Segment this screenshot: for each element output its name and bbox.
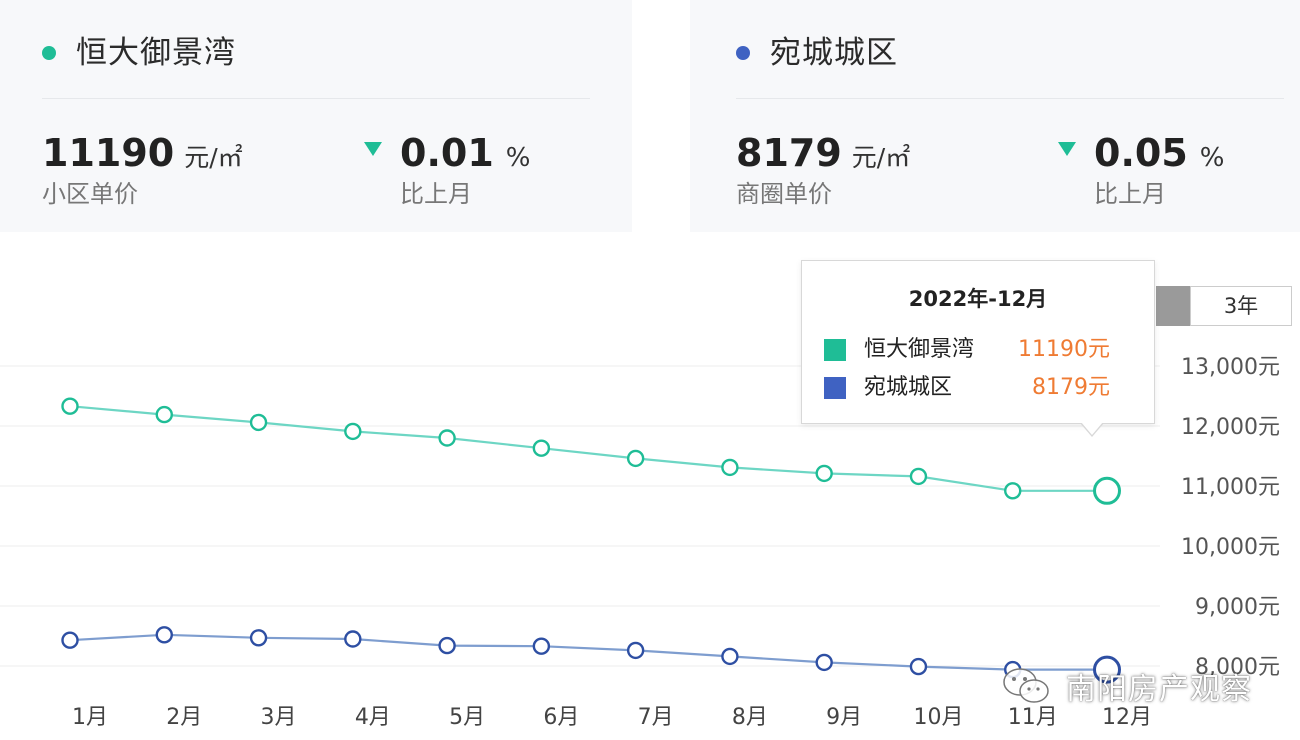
period-3y-button[interactable]: 3年 (1190, 286, 1292, 326)
data-point[interactable] (626, 641, 645, 660)
price-value: 11190 (42, 131, 175, 175)
y-tick-label: 8,000元 (1195, 655, 1280, 680)
y-tick-label: 13,000元 (1181, 355, 1280, 380)
data-point[interactable] (721, 647, 739, 666)
change-label: 比上月 (400, 180, 472, 208)
y-tick-label: 10,000元 (1181, 535, 1280, 560)
series-dot-icon (42, 46, 56, 60)
series-line (69, 633, 1107, 671)
card-title: 宛城城区 (770, 35, 898, 71)
price-label: 商圈单价 (736, 180, 832, 208)
x-tick-label: 1月 (72, 705, 108, 730)
tooltip-row: 宛城城区 8179元 (824, 373, 1110, 405)
data-point[interactable] (61, 631, 79, 649)
price-value: 8179 (736, 131, 842, 175)
x-tick-label: 2月 (166, 705, 202, 730)
series-line (69, 405, 1107, 492)
tooltip-row: 恒大御景湾 11190元 (824, 335, 1110, 367)
price-unit: 元/㎡ (851, 143, 911, 172)
y-tick-label: 12,000元 (1181, 415, 1280, 440)
x-tick-label: 7月 (638, 705, 674, 730)
price-unit: 元/㎡ (184, 143, 243, 172)
series-1 (61, 397, 1121, 505)
change-unit: % (1199, 143, 1225, 173)
data-point[interactable] (909, 467, 928, 486)
data-point[interactable] (1093, 655, 1121, 684)
watermark-text: 南阳房产观察 (1066, 672, 1252, 707)
price-label: 小区单价 (42, 180, 138, 208)
watermark: 南阳房产观察 (1002, 664, 1252, 708)
data-point[interactable] (1093, 476, 1121, 505)
price-metric: 11190 元/㎡ 小区单价 (42, 128, 243, 210)
y-tick-label: 9,000元 (1195, 595, 1280, 620)
series-swatch-icon (824, 339, 846, 361)
data-point[interactable] (61, 397, 79, 415)
card-header: 宛城城区 (736, 30, 1284, 99)
series-swatch-icon (824, 377, 846, 399)
data-point[interactable] (344, 422, 362, 441)
x-tick-label: 3月 (261, 705, 297, 730)
grid-lines (0, 365, 1160, 667)
price-trend-chart: 8,000元 9,000元 10,000元 11,000元 12,000元 13,000元… (0, 355, 1280, 730)
data-point[interactable] (1004, 482, 1022, 500)
tooltip-arrow-inner (1081, 422, 1103, 435)
x-tick-label: 6月 (543, 705, 579, 730)
change-label: 比上月 (1094, 180, 1166, 208)
x-tick-label: 12月 (1102, 705, 1152, 730)
x-axis-labels: 1月 2月 3月 4月 5月 6月 7月 8月 9月 10月 11月 12月 (72, 705, 1152, 730)
price-metric: 8179 元/㎡ 商圈单价 (736, 128, 910, 210)
data-point[interactable] (721, 458, 739, 477)
data-point[interactable] (155, 405, 173, 424)
change-unit: % (505, 143, 531, 173)
tooltip-series-name: 宛城城区 (864, 375, 953, 400)
series-dot-icon (736, 46, 750, 60)
data-point[interactable] (909, 657, 928, 676)
district-summary-card: 宛城城区 8179 元/㎡ 商圈单价 0.05% 比上月 (690, 0, 1300, 232)
data-point[interactable] (532, 439, 551, 457)
data-point[interactable] (438, 429, 456, 447)
down-triangle-icon (1058, 142, 1076, 156)
card-title: 恒大御景湾 (76, 35, 236, 71)
wechat-icon (1002, 666, 1052, 706)
x-tick-label: 10月 (913, 705, 963, 730)
data-point[interactable] (438, 636, 456, 655)
tooltip-series-value: 8179元 (1032, 375, 1110, 400)
tooltip-series-value: 11190元 (1018, 337, 1110, 362)
card-header: 恒大御景湾 (42, 30, 590, 99)
data-point[interactable] (815, 464, 833, 483)
x-tick-label: 9月 (826, 705, 862, 730)
data-point[interactable] (249, 413, 268, 432)
change-metric: 0.05% 比上月 (1058, 128, 1225, 210)
series-2 (61, 626, 1121, 684)
series-lines (61, 397, 1121, 684)
x-tick-label: 5月 (449, 705, 485, 730)
y-axis-labels: 8,000元 9,000元 10,000元 11,000元 12,000元 13,000元 (1181, 355, 1280, 680)
data-point[interactable] (344, 630, 362, 648)
community-summary-card: 恒大御景湾 11190 元/㎡ 小区单价 0.01% 比上月 (0, 0, 632, 232)
data-point[interactable] (532, 637, 551, 655)
y-tick-label: 11,000元 (1181, 475, 1280, 500)
data-point[interactable] (155, 626, 173, 644)
period-option-hidden[interactable] (1156, 286, 1190, 326)
tooltip-series-name: 恒大御景湾 (864, 337, 975, 362)
data-point[interactable] (815, 653, 833, 672)
x-tick-label: 11月 (1008, 705, 1058, 730)
change-value: 0.01 (400, 131, 494, 175)
down-triangle-icon (364, 142, 382, 156)
chart-tooltip: 2022年-12月 恒大御景湾 11190元 宛城城区 8179元 (801, 260, 1155, 424)
change-value: 0.05 (1094, 131, 1188, 175)
x-tick-label: 8月 (732, 705, 768, 730)
data-point[interactable] (626, 449, 645, 468)
data-point[interactable] (249, 629, 268, 647)
tooltip-title: 2022年-12月 (908, 287, 1048, 311)
x-tick-label: 4月 (355, 705, 391, 730)
change-metric: 0.01% 比上月 (364, 128, 531, 210)
